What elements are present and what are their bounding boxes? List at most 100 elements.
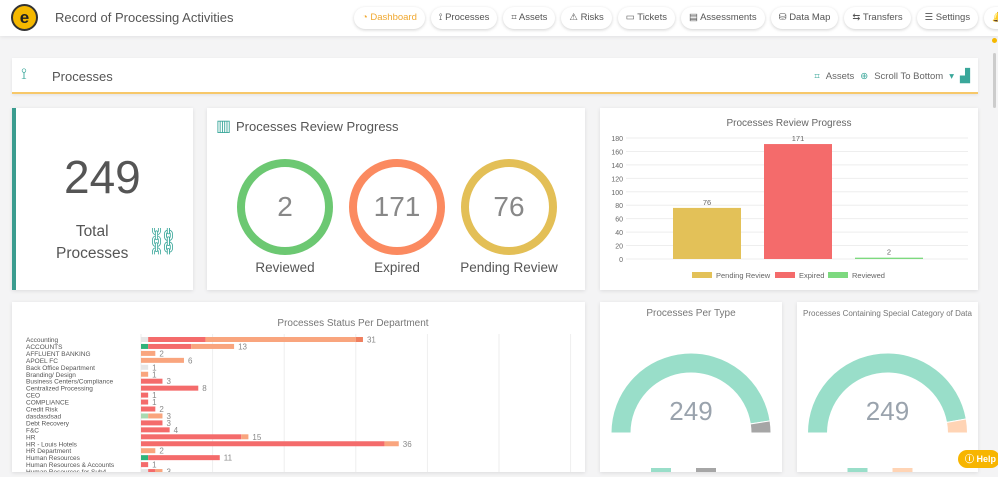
help-button[interactable]: ⓘ Help (958, 450, 998, 468)
y-tick-label: 180 (611, 136, 623, 143)
department-label: Debt Recovery (26, 420, 70, 427)
department-bar-segment[interactable] (241, 434, 249, 440)
scrollbar-thumb[interactable] (993, 53, 996, 108)
review-title: Processes Review Progress (236, 119, 399, 134)
nav-assessments[interactable]: ▤ Assessments (680, 7, 765, 29)
department-bar-segment[interactable] (141, 441, 385, 447)
department-bar-segment[interactable] (141, 350, 156, 356)
department-total-label: 36 (403, 440, 412, 449)
bar-reviewed[interactable] (855, 257, 923, 259)
review-ring-expired: 171 (349, 159, 445, 255)
department-bar-segment[interactable] (141, 378, 163, 384)
nav-settings[interactable]: ☰ Settings (916, 7, 979, 29)
department-bar-segment[interactable] (141, 469, 149, 475)
scroll-indicator-dot (992, 38, 997, 43)
y-tick-label: 20 (615, 244, 623, 251)
legend-label[interactable]: Pending Review (716, 271, 771, 280)
department-total-label: 11 (224, 454, 233, 463)
department-total-label: 2 (159, 349, 164, 358)
department-total-label: 3 (166, 419, 171, 428)
department-bar-segment[interactable] (141, 462, 149, 468)
department-bar-segment[interactable] (141, 406, 156, 412)
legend-label[interactable]: Reviewed (852, 271, 885, 280)
department-bar-segment[interactable] (141, 427, 170, 433)
assets-link[interactable]: Assets (825, 70, 855, 82)
legend-swatch (775, 272, 795, 278)
department-bar-segment[interactable] (141, 371, 149, 377)
review-ring-pending-review: 76 (461, 159, 557, 255)
nav-assets[interactable]: ⌗ Assets (503, 7, 556, 29)
review-progress-card: ▥ Processes Review Progress 2 Reviewed 171… (207, 108, 585, 290)
department-bar-segment[interactable] (141, 392, 149, 398)
nav-label: Dashboard (370, 12, 417, 23)
department-bar-segment[interactable] (141, 385, 199, 391)
nav-dashboard[interactable]: ◔ Dashboard (354, 7, 425, 29)
chart-icon[interactable]: ▟ (960, 68, 970, 83)
department-label: Human Resources & Accounts (26, 462, 115, 469)
review-bar-chart-card: Processes Review Progress 0 20 40 60 80 100 120… (600, 108, 978, 290)
settings-icon: ☰ (924, 12, 936, 23)
bar-expired[interactable] (764, 144, 832, 259)
department-bar-segment[interactable] (141, 434, 242, 440)
department-bar-segment[interactable] (148, 337, 206, 342)
gauge-segment[interactable] (945, 418, 969, 434)
department-bar-segment[interactable] (141, 399, 149, 405)
page-scrollbar[interactable] (992, 38, 997, 468)
department-bar-segment[interactable] (141, 413, 149, 419)
app-title: Record of Processing Activities (55, 10, 234, 25)
section-bar: ⟟ Processes ⌗ Assets ⊕ Scroll To Bottom … (12, 58, 978, 94)
scroll-to-bottom-link[interactable]: Scroll To Bottom (874, 70, 944, 82)
department-total-label: 2 (159, 447, 164, 456)
department-bar-segment[interactable] (205, 337, 356, 342)
department-bar-segment[interactable] (191, 343, 235, 349)
department-label: Accounting (26, 337, 59, 344)
assets-icon: ⌗ (511, 12, 519, 23)
department-label: ACCOUNTS (26, 344, 63, 351)
department-bar-segment[interactable] (141, 364, 149, 370)
department-bar-segment[interactable] (155, 469, 163, 475)
department-total-label: 3 (166, 412, 171, 421)
bar-pending-review[interactable] (673, 207, 741, 259)
nav-tickets[interactable]: ▭ Tickets (617, 7, 675, 29)
department-bar-segment[interactable] (384, 441, 399, 447)
nav-4[interactable]: 🔔 (4) (984, 7, 998, 29)
department-label: HR Department (26, 448, 71, 455)
y-tick-label: 120 (611, 176, 623, 183)
department-label: Human Resources (26, 455, 81, 462)
department-bar-segment[interactable] (141, 343, 149, 349)
department-bar-segment[interactable] (148, 413, 163, 419)
gauge-segment[interactable] (749, 420, 772, 434)
data-label: 76 (703, 198, 711, 207)
legend-label[interactable]: Expired (799, 271, 824, 280)
department-bar-segment[interactable] (355, 337, 363, 342)
gauge-segment[interactable] (610, 352, 771, 434)
nav-risks[interactable]: ⚠ Risks (561, 7, 612, 29)
nav-processes[interactable]: ⟟ Processes (430, 7, 498, 29)
department-bar-segment[interactable] (148, 343, 192, 349)
department-label: CEO (26, 393, 40, 400)
department-bar-segment[interactable] (148, 469, 156, 475)
department-bar-segment[interactable] (141, 448, 156, 454)
app-logo[interactable]: e (11, 4, 38, 31)
department-bar-segment[interactable] (148, 455, 220, 461)
chart-title: Processes Review Progress (726, 118, 851, 129)
department-label: F&C (26, 427, 39, 434)
department-label: Human Resources for Sub4 (26, 469, 107, 472)
review-ring-reviewed: 2 (237, 159, 333, 255)
ticket-icon: ▭ (625, 12, 638, 23)
department-total-label: 4 (174, 426, 179, 435)
special-category-card: Processes Containing Special Category of… (797, 302, 978, 474)
department-bar-segment[interactable] (141, 337, 149, 342)
department-bar-segment[interactable] (141, 357, 184, 363)
department-bar-segment[interactable] (141, 420, 163, 426)
department-total-label: 8 (202, 384, 207, 393)
assessment-icon: ▤ (688, 12, 701, 23)
nav-data-map[interactable]: ⛁ Data Map (770, 7, 839, 29)
department-label: COMPLIANCE (26, 400, 70, 407)
department-bar-segment[interactable] (141, 455, 149, 461)
department-total-label: 1 (152, 461, 157, 470)
dropdown-caret-icon[interactable]: ▾ (949, 70, 954, 82)
transfer-icon: ⇆ (852, 12, 863, 23)
review-ring-label: Pending Review (460, 260, 558, 275)
nav-transfers[interactable]: ⇆ Transfers (844, 7, 911, 29)
